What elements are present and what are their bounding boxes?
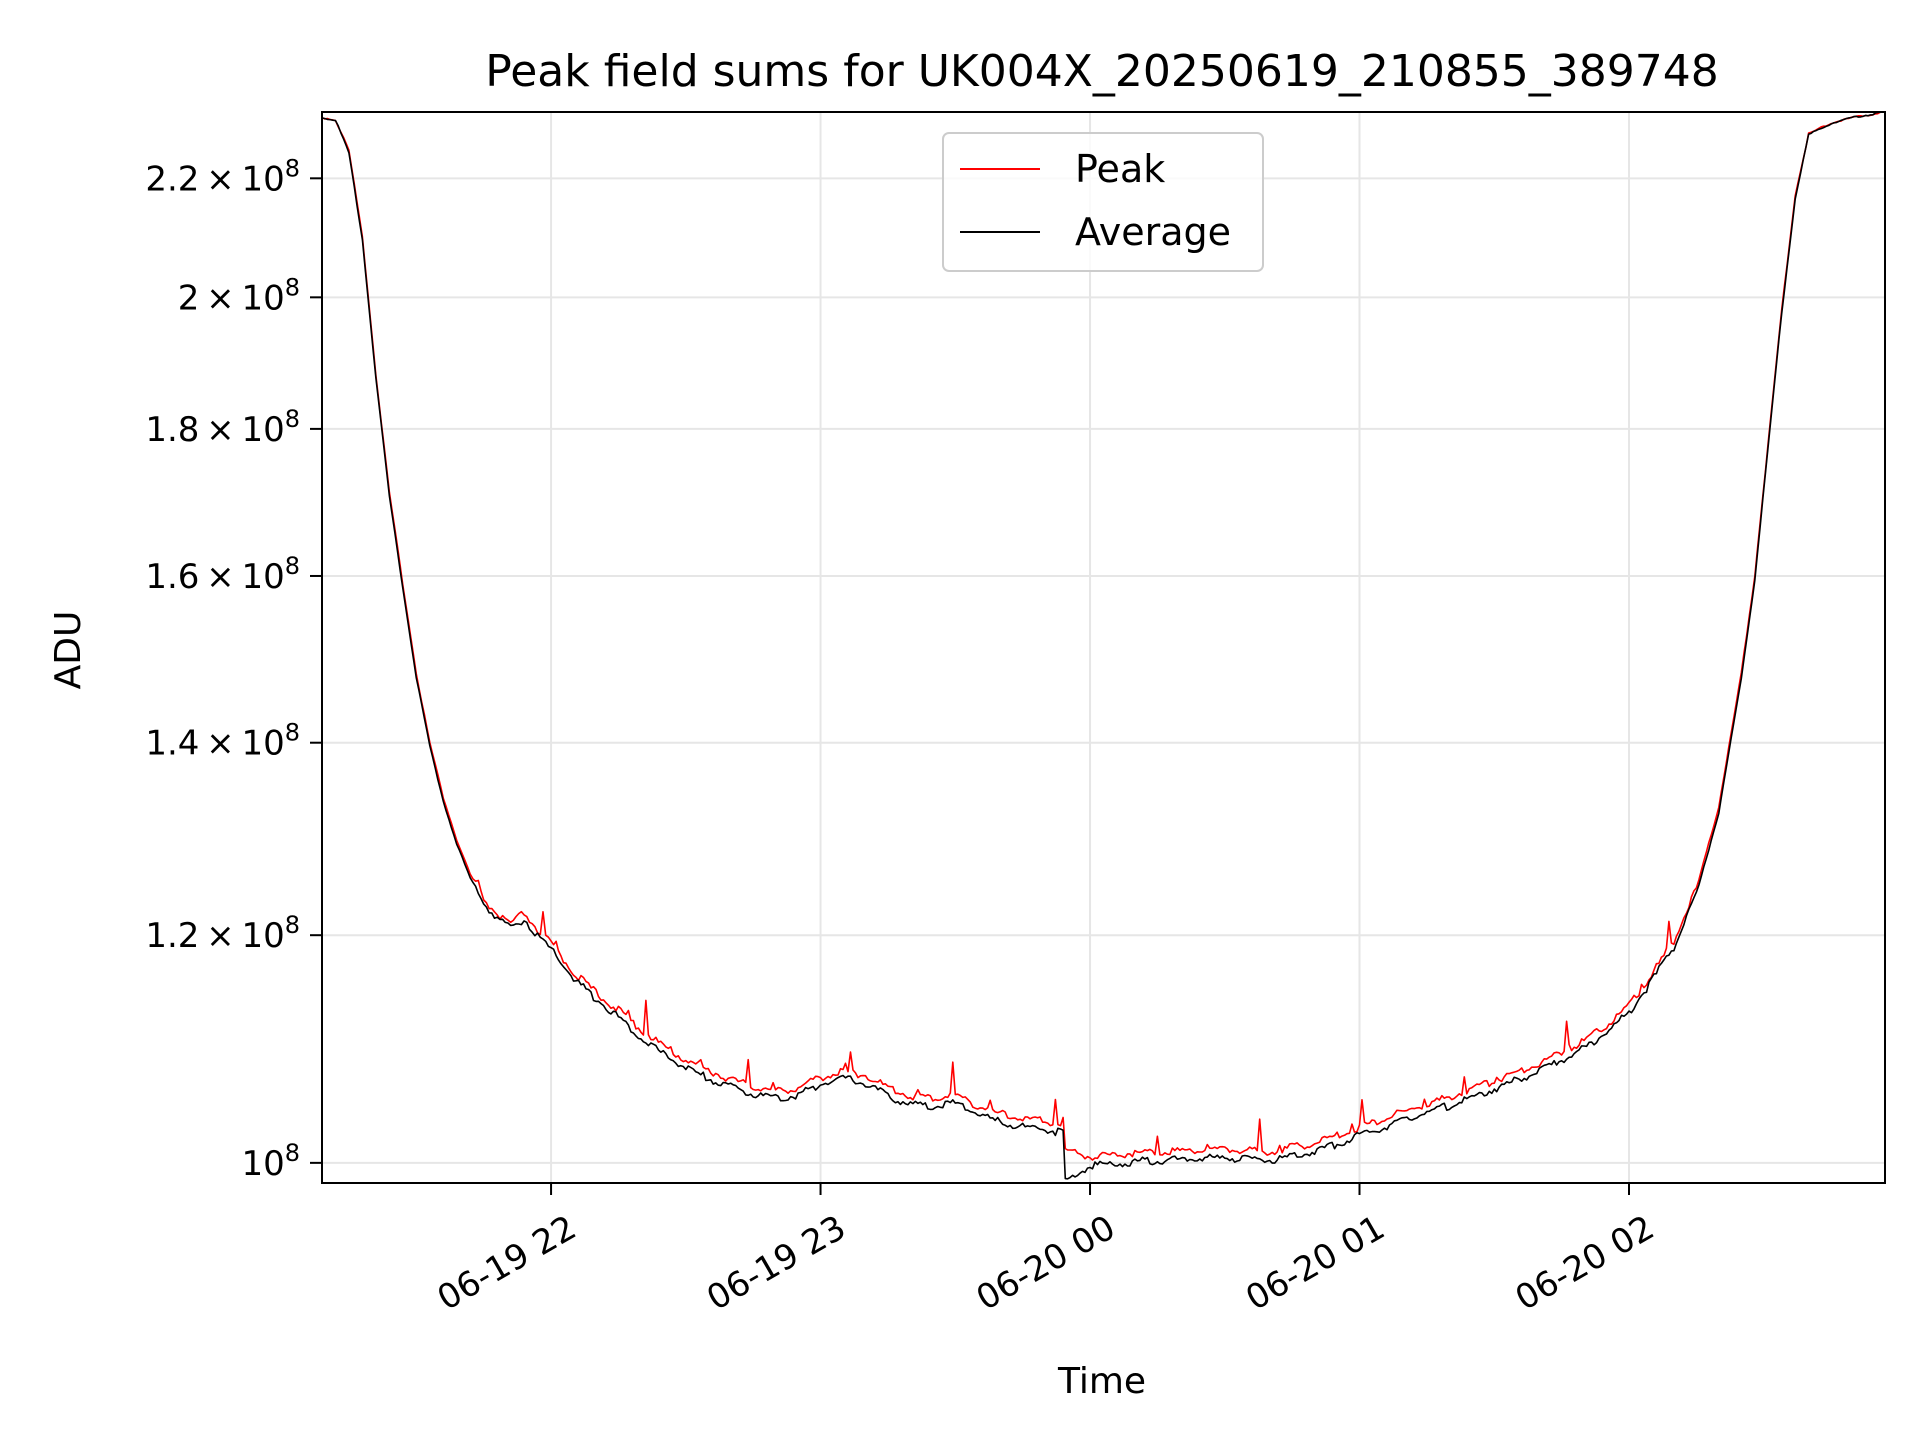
y-tick-label: 1.2 × 108 xyxy=(145,911,300,956)
y-tick-label: 1.4 × 108 xyxy=(145,719,300,764)
series-layer xyxy=(321,111,1886,1180)
legend-label-average: Average xyxy=(1075,210,1231,254)
series-line-peak xyxy=(321,111,1886,1161)
legend-box xyxy=(942,132,1264,272)
y-tick-label: 2 × 108 xyxy=(178,273,300,318)
y-tick-label: 108 xyxy=(241,1139,300,1184)
y-tick-label: 1.8 × 108 xyxy=(145,405,300,450)
x-axis-label: Time xyxy=(1057,1361,1146,1402)
y-axis-label: ADU xyxy=(48,611,89,690)
plot-frame xyxy=(321,111,1886,1184)
legend-label-peak: Peak xyxy=(1075,147,1165,191)
y-tick-label: 1.6 × 108 xyxy=(145,552,300,597)
y-axis: 108 1.2 × 108 1.4 × 108 1.6 × 108 1.8 × 108 2… xyxy=(145,154,322,1184)
chart-title: Peak field sums for UK004X_20250619_2108… xyxy=(485,46,1719,97)
grid xyxy=(322,112,1885,1183)
series-line-average xyxy=(321,111,1886,1180)
y-tick-label: 2.2 × 108 xyxy=(145,154,300,199)
legend: Peak Average xyxy=(942,132,1264,272)
